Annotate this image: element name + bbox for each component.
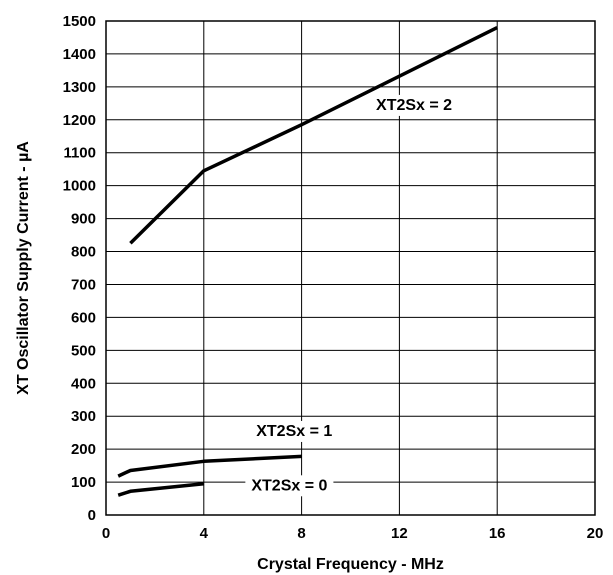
- series-label-text: XT2Sx = 1: [256, 423, 332, 440]
- y-tick-label: 1200: [63, 112, 96, 129]
- y-tick-label: 300: [71, 408, 96, 425]
- x-tick-label: 20: [587, 525, 604, 542]
- series-label-text: XT2Sx = 2: [376, 97, 452, 114]
- y-tick-label: 1100: [63, 145, 96, 162]
- y-axis-label: XT Oscillator Supply Current - µA: [15, 141, 32, 395]
- plot-frame: [105, 20, 596, 516]
- y-tick-label: 0: [88, 507, 96, 524]
- series-label-background: [370, 94, 459, 116]
- y-tick-label: 1000: [63, 178, 96, 195]
- y-tick-label: 1400: [63, 46, 96, 63]
- grid: [105, 20, 596, 516]
- series-layer: XT2Sx = 2 XT2Sx = 1 XT2Sx = 0: [117, 26, 498, 497]
- x-tick-label: 8: [297, 525, 305, 542]
- series-line-1: [117, 454, 302, 478]
- x-axis-label: Crystal Frequency - MHz: [257, 556, 444, 573]
- y-tick-label: 800: [71, 244, 96, 261]
- x-tick-label: 0: [102, 525, 110, 542]
- series-label-background: [245, 475, 334, 497]
- x-tick-label: 16: [489, 525, 506, 542]
- series-label-text: XT2Sx = 0: [251, 477, 327, 494]
- y-tick-label: 500: [71, 342, 96, 359]
- y-tick-label: 900: [71, 211, 96, 228]
- x-tick-label: 12: [391, 525, 408, 542]
- tick-labels: 0100200300400500600700800900100011001200…: [63, 13, 604, 542]
- y-tick-label: 200: [71, 441, 96, 458]
- y-tick-label: 1300: [63, 79, 96, 96]
- series-line-2: [117, 481, 204, 497]
- y-tick-label: 700: [71, 276, 96, 293]
- y-tick-label: 100: [71, 474, 96, 491]
- series-label-0: XT2Sx = 2: [370, 94, 459, 116]
- y-tick-label: 1500: [63, 13, 96, 30]
- series-label-1: XT2Sx = 1: [250, 420, 339, 442]
- x-tick-label: 4: [200, 525, 209, 542]
- y-tick-label: 400: [71, 375, 96, 392]
- series-line-0: [129, 26, 498, 245]
- series-label-2: XT2Sx = 0: [245, 475, 334, 497]
- series-label-background: [250, 420, 339, 442]
- y-tick-label: 600: [71, 309, 96, 326]
